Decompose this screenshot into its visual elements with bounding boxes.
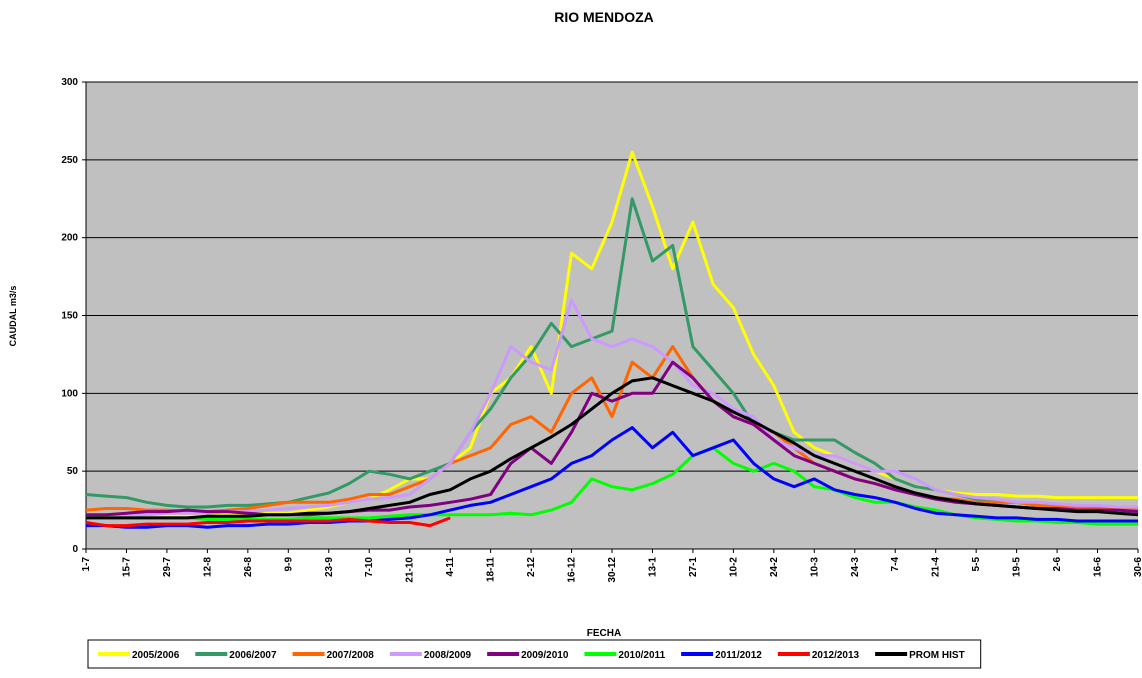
x-tick-label: 2-6	[1052, 557, 1063, 572]
y-tick-label: 250	[61, 155, 78, 166]
legend-label: 2011/2012	[715, 650, 762, 661]
x-tick-label: 27-1	[688, 557, 699, 577]
x-tick-label: 4-11	[445, 557, 456, 577]
x-tick-label: 29-7	[162, 557, 173, 577]
x-tick-label: 13-1	[647, 557, 658, 577]
x-tick-label: 21-4	[931, 557, 942, 577]
x-tick-label: 2-12	[526, 557, 537, 577]
x-tick-label: 10-3	[809, 557, 820, 577]
x-tick-label: 5-5	[971, 557, 982, 572]
series-line	[86, 426, 1138, 529]
x-tick-label: 30-6	[1133, 557, 1142, 577]
y-tick-label: 50	[67, 466, 79, 477]
x-tick-label: 16-12	[567, 557, 578, 583]
x-tick-label: 10-2	[728, 557, 739, 577]
x-tick-label: 18-11	[486, 557, 497, 582]
series-line	[86, 298, 1138, 517]
y-axis-label: CAUDAL m3/s	[8, 286, 18, 347]
y-tick-label: 150	[61, 311, 78, 322]
x-tick-label: 19-5	[1012, 557, 1023, 577]
legend-label: 2009/2010	[521, 650, 569, 661]
x-tick-label: 12-8	[202, 557, 213, 577]
y-tick-label: 100	[61, 388, 78, 399]
y-tick-label: 0	[72, 544, 78, 555]
x-tick-label: 30-12	[607, 557, 618, 583]
x-axis-label: FECHA	[587, 628, 621, 639]
legend-label: 2005/2006	[132, 650, 180, 661]
x-tick-label: 26-8	[243, 557, 254, 577]
series-line	[85, 516, 451, 528]
x-tick-label: 24-2	[769, 557, 780, 577]
y-tick-label: 200	[61, 233, 78, 244]
series-line	[85, 345, 1139, 514]
legend-label: 2007/2008	[327, 650, 375, 661]
x-tick-label: 23-9	[324, 557, 335, 577]
x-tick-label: 21-10	[405, 557, 416, 583]
x-tick-label: 7-4	[890, 557, 901, 572]
legend-label: 2006/2007	[229, 650, 277, 661]
x-tick-label: 16-6	[1093, 557, 1104, 577]
y-tick-label: 300	[61, 77, 78, 88]
legend-label: 2008/2009	[424, 650, 472, 661]
series-line	[86, 376, 1139, 520]
legend-label: PROM HIST	[909, 650, 965, 661]
x-tick-label: 9-9	[283, 557, 294, 572]
legend-label: 2010/2011	[618, 650, 665, 661]
legend	[87, 639, 982, 669]
x-tick-label: 24-3	[850, 557, 861, 577]
chart-title: RIO MENDOZA	[554, 9, 654, 25]
x-tick-label: 15-7	[121, 557, 132, 577]
x-tick-label: 1-7	[81, 557, 92, 572]
x-tick-label: 7-10	[364, 557, 375, 577]
legend-label: 2012/2013	[812, 650, 860, 661]
